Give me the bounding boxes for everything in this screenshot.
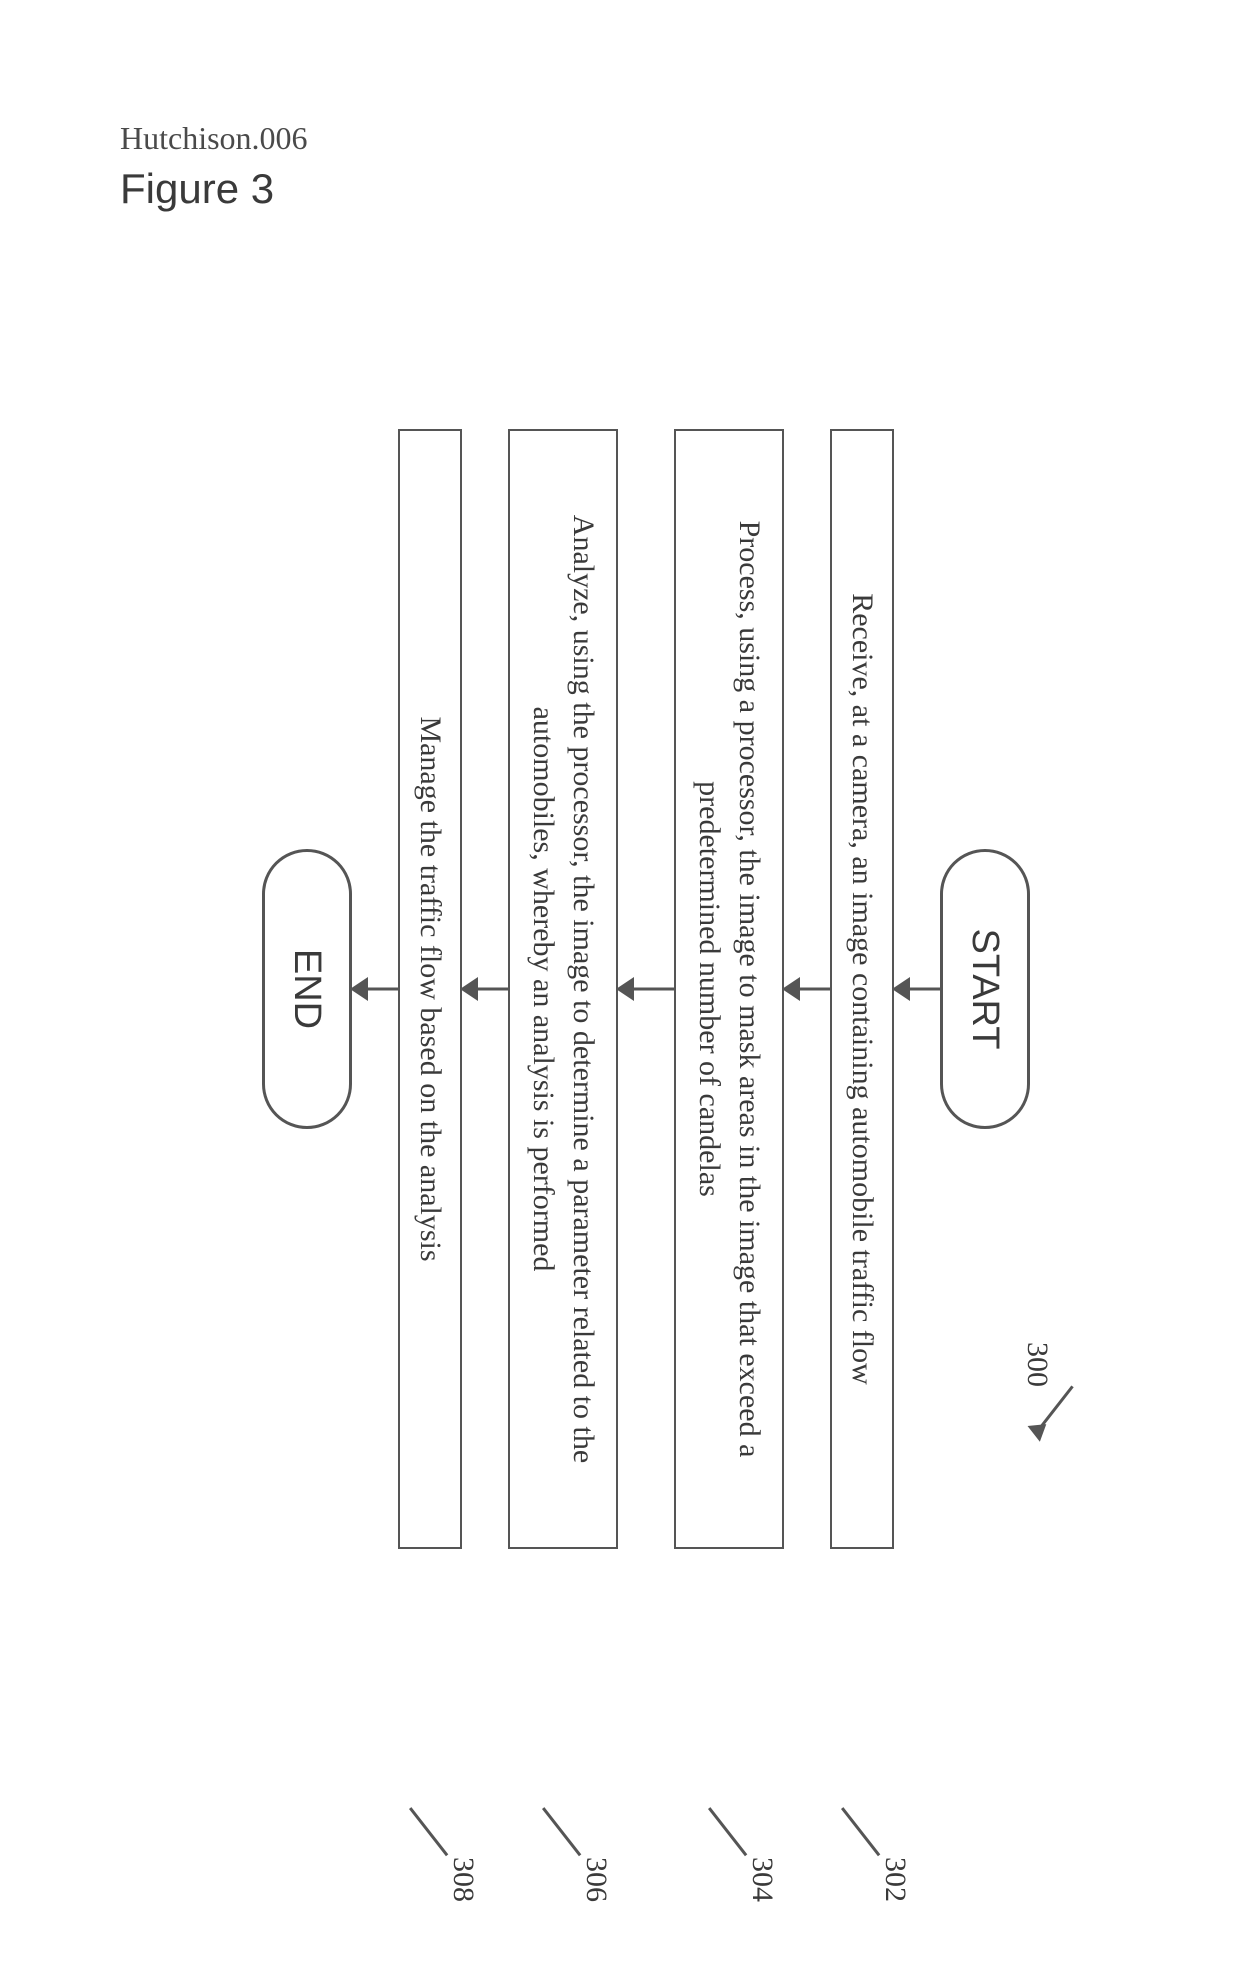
process-text: Receive, at a camera, an image containin… [842, 593, 883, 1385]
ref-callout: 306 [542, 1809, 584, 1902]
arrow-connector [462, 987, 508, 991]
end-terminal: END [262, 849, 352, 1129]
process-text: Analyze, using the processor, the image … [523, 449, 604, 1529]
ref-number: 308 [443, 1857, 484, 1902]
end-label: END [286, 949, 329, 1029]
process-step: Manage the traffic flow based on the ana… [398, 429, 462, 1549]
ref-callout: 304 [708, 1809, 750, 1902]
process-text: Manage the traffic flow based on the ana… [410, 716, 451, 1261]
process-step: Process, using a processor, the image to… [674, 429, 784, 1549]
ref-callout: 302 [841, 1809, 883, 1902]
arrow-connector [894, 987, 940, 991]
ref-callout: 308 [409, 1809, 451, 1902]
arrow-connector [618, 987, 674, 991]
flowchart-stage: 300 START Receive, at a camera, an image… [210, 179, 1030, 1799]
process-text: Process, using a processor, the image to… [689, 449, 770, 1529]
callout-lead-icon [542, 1809, 584, 1851]
figure-ref-number: 300 [1020, 1342, 1054, 1387]
doc-id: Hutchison.006 [120, 120, 308, 157]
start-label: START [964, 928, 1007, 1049]
ref-number: 302 [875, 1857, 916, 1902]
callout-lead-icon [409, 1809, 451, 1851]
process-step: Analyze, using the processor, the image … [508, 429, 618, 1549]
process-step: Receive, at a camera, an image containin… [830, 429, 894, 1549]
ref-number: 304 [742, 1857, 783, 1902]
callout-lead-icon [708, 1809, 750, 1851]
flowchart: 300 START Receive, at a camera, an image… [210, 179, 1030, 1799]
callout-arrow-icon [1002, 1393, 1048, 1439]
callout-lead-icon [841, 1809, 883, 1851]
arrow-connector [784, 987, 830, 991]
figure-ref-callout: 300 [1002, 1342, 1048, 1439]
start-terminal: START [940, 849, 1030, 1129]
arrow-connector [352, 987, 398, 991]
ref-number: 306 [576, 1857, 617, 1902]
